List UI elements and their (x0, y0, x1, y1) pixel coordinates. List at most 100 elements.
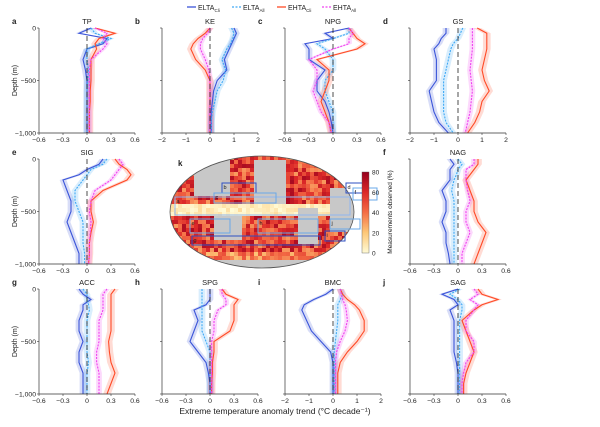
heatmap-cell (346, 236, 350, 240)
heatmap-cell (246, 216, 250, 220)
heatmap-cell (254, 232, 258, 236)
heatmap-cell (326, 192, 330, 196)
series-line-ehta-all (461, 159, 475, 264)
panel-letter: k (178, 159, 183, 168)
colorbar-label: Measurements observed (%) (387, 170, 394, 253)
heatmap-cell (270, 232, 274, 236)
heatmap-cell (202, 228, 206, 232)
heatmap-cell (250, 220, 254, 224)
heatmap-cell (294, 252, 298, 256)
heatmap-cell (294, 224, 298, 228)
heatmap-cell (234, 176, 238, 180)
heatmap-cell (306, 200, 310, 204)
heatmap-cell (250, 228, 254, 232)
heatmap-cell (186, 192, 190, 196)
heatmap-cell (250, 200, 254, 204)
heatmap-cell (278, 252, 282, 256)
heatmap-cell (246, 220, 250, 224)
heatmap-cell (242, 200, 246, 204)
series-line-ehta-cli (465, 159, 487, 265)
panel-title: TP (82, 17, 92, 26)
heatmap-cell (350, 184, 354, 188)
heatmap-cell (266, 252, 270, 256)
heatmap-cell (242, 256, 246, 260)
heatmap-cell (262, 240, 266, 244)
heatmap-cell (302, 168, 306, 172)
heatmap-cell (318, 228, 322, 232)
heatmap-cell (326, 176, 330, 180)
heatmap-cell (194, 212, 198, 216)
x-tick-label: 2 (256, 137, 260, 144)
heatmap-cell (294, 220, 298, 224)
heatmap-cell (178, 208, 182, 212)
series-line-ehta-cli (467, 27, 490, 134)
x-tick-label: 0.6 (130, 268, 140, 275)
heatmap-cell (178, 224, 182, 228)
heatmap-cell (334, 252, 338, 256)
heatmap-cell (310, 252, 314, 256)
panel-b: −2 −1 0 1 2 b KE (135, 17, 260, 144)
heatmap-cell (274, 208, 278, 212)
heatmap-cell (246, 200, 250, 204)
heatmap-cell (306, 256, 310, 260)
heatmap-cell (346, 240, 350, 244)
heatmap-cell (342, 176, 346, 180)
heatmap-cell (306, 168, 310, 172)
heatmap-cell (194, 200, 198, 204)
heatmap-cell (322, 216, 326, 220)
heatmap-cell (302, 188, 306, 192)
heatmap-cell (218, 208, 222, 212)
heatmap-cell (326, 248, 330, 252)
heatmap-cell (202, 216, 206, 220)
heatmap-cell (234, 256, 238, 260)
heatmap-cell (294, 176, 298, 180)
heatmap-cell (246, 192, 250, 196)
heatmap-cell (338, 156, 342, 160)
heatmap-cell (334, 160, 338, 164)
heatmap-cell (350, 176, 354, 180)
heatmap-cell (282, 204, 286, 208)
heatmap-cell (334, 164, 338, 168)
heatmap-cell (246, 208, 250, 212)
heatmap-cell (338, 244, 342, 248)
heatmap-cell (254, 212, 258, 216)
heatmap-cell (342, 180, 346, 184)
heatmap-cell (210, 196, 214, 200)
heatmap-cell (326, 168, 330, 172)
heatmap-cell (254, 204, 258, 208)
heatmap-cell (178, 180, 182, 184)
heatmap-cell (286, 216, 290, 220)
heatmap-cell (250, 156, 254, 160)
heatmap-cell (258, 256, 262, 260)
heatmap-cell (178, 172, 182, 176)
heatmap-cell (318, 196, 322, 200)
heatmap-cell (258, 228, 262, 232)
heatmap-cell (242, 220, 246, 224)
panel-j: −0.6 −0.3 0 0.3 0.6 j SAG (382, 278, 511, 405)
y-tick-label: 0 (32, 157, 36, 164)
series-line-ehta-cli (88, 158, 132, 265)
heatmap-cell (322, 196, 326, 200)
heatmap-cell (258, 232, 262, 236)
heatmap-cell (294, 256, 298, 260)
heatmap-cell (274, 236, 278, 240)
heatmap-cell (338, 236, 342, 240)
heatmap-cell (290, 252, 294, 256)
heatmap-cell (294, 232, 298, 236)
y-tick-label: −500 (21, 339, 37, 346)
heatmap-cell (290, 208, 294, 212)
colorbar-tick-label: 20 (372, 230, 380, 237)
heatmap-cell (262, 156, 266, 160)
panel-title: NAG (450, 148, 466, 157)
heatmap-cell (206, 248, 210, 252)
heatmap-cell (290, 188, 294, 192)
heatmap-cell (294, 216, 298, 220)
heatmap-cell (326, 244, 330, 248)
heatmap-cell (282, 224, 286, 228)
region-label: h (260, 221, 263, 227)
heatmap-cell (258, 208, 262, 212)
heatmap-cell (242, 236, 246, 240)
heatmap-cell (190, 184, 194, 188)
heatmap-cell (314, 200, 318, 204)
heatmap-cell (274, 224, 278, 228)
